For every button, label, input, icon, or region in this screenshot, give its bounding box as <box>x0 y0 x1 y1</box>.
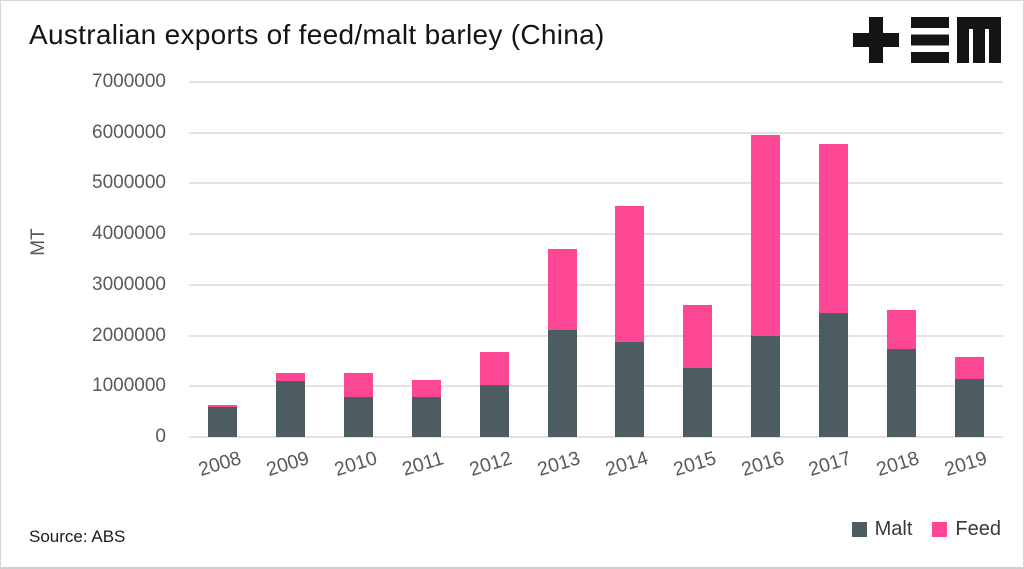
bar-segment-feed-2010 <box>344 373 374 398</box>
gridline-4000000 <box>189 233 1003 236</box>
x-tick-label-2012: 2012 <box>467 447 516 481</box>
y-tick-label-6000000: 6000000 <box>92 121 166 143</box>
x-tick-label-2013: 2013 <box>534 447 583 481</box>
bar-segment-malt-2018 <box>886 349 916 437</box>
bar-2017 <box>818 144 848 437</box>
x-tick-label-2008: 2008 <box>195 447 244 481</box>
bar-segment-feed-2008 <box>208 405 238 408</box>
bar-2015 <box>683 304 713 437</box>
x-tick-label-2017: 2017 <box>806 447 855 481</box>
bar-segment-feed-2018 <box>886 310 916 350</box>
bar-2010 <box>344 373 374 437</box>
gridline-6000000 <box>189 131 1003 134</box>
plot-area <box>189 81 1003 438</box>
bar-segment-feed-2015 <box>683 304 713 369</box>
bar-segment-feed-2017 <box>818 144 848 314</box>
bar-2008 <box>208 405 238 437</box>
gridline-5000000 <box>189 182 1003 185</box>
bar-segment-feed-2019 <box>954 356 984 380</box>
tem-logo <box>853 17 1001 63</box>
x-tick-label-2015: 2015 <box>670 447 719 481</box>
bar-2018 <box>886 310 916 437</box>
tem-logo-glyphs <box>853 17 1001 63</box>
legend: Malt Feed <box>851 518 1001 541</box>
legend-swatch-malt <box>851 522 867 537</box>
x-tick-label-2011: 2011 <box>400 447 447 481</box>
x-tick-label-2018: 2018 <box>874 447 923 481</box>
gridline-3000000 <box>189 283 1003 286</box>
bar-2016 <box>751 135 781 437</box>
bar-segment-malt-2014 <box>615 342 645 437</box>
y-tick-label-2000000: 2000000 <box>92 324 166 346</box>
y-tick-label-0: 0 <box>155 426 166 447</box>
bar-2013 <box>547 249 577 437</box>
gridline-2000000 <box>189 334 1003 337</box>
bar-segment-malt-2011 <box>411 397 441 437</box>
y-tick-label-4000000: 4000000 <box>92 223 166 245</box>
bar-2019 <box>954 356 984 437</box>
gridline-7000000 <box>189 81 1003 83</box>
bar-segment-malt-2013 <box>547 329 577 437</box>
x-tick-label-2014: 2014 <box>602 447 651 481</box>
legend-label-malt: Malt <box>874 518 913 540</box>
logo-equals-icon <box>911 17 949 28</box>
x-tick-label-2019: 2019 <box>941 447 990 481</box>
bar-2012 <box>479 351 509 437</box>
bar-segment-malt-2016 <box>751 336 781 437</box>
y-tick-label-3000000: 3000000 <box>92 273 166 295</box>
bar-segment-malt-2017 <box>818 313 848 437</box>
gridline-1000000 <box>189 385 1003 388</box>
bar-segment-malt-2012 <box>479 385 509 437</box>
x-tick-label-2010: 2010 <box>331 447 380 481</box>
gridline-0 <box>189 436 1003 438</box>
legend-label-feed: Feed <box>955 518 1001 540</box>
bar-2009 <box>276 372 306 437</box>
bar-segment-feed-2014 <box>615 205 645 343</box>
legend-swatch-feed <box>932 522 948 537</box>
bar-segment-feed-2012 <box>479 351 509 386</box>
source-note: Source: ABS <box>29 527 126 546</box>
x-axis-tick-labels: 2008 2009 2010 2011 2012 2013 2014 2015 2016 2017… <box>189 437 1003 507</box>
y-axis-tick-labels: 0 1000000 2000000 3000000 4000000 5000000 6000… <box>1 72 166 447</box>
bar-segment-malt-2015 <box>683 368 713 437</box>
bar-segment-malt-2019 <box>954 379 984 437</box>
bar-segment-malt-2008 <box>208 407 238 437</box>
chart-title: Australian exports of feed/malt barley (… <box>29 19 605 50</box>
y-tick-label-1000000: 1000000 <box>92 375 166 397</box>
bar-segment-feed-2016 <box>751 135 781 337</box>
bar-2011 <box>411 379 441 437</box>
bar-segment-feed-2013 <box>547 249 577 330</box>
bar-segment-malt-2009 <box>276 380 306 437</box>
bar-segment-feed-2009 <box>276 372 306 381</box>
y-tick-label-7000000: 7000000 <box>92 71 166 92</box>
bar-2014 <box>615 205 645 437</box>
legend-item-malt: Malt <box>851 518 913 541</box>
x-tick-label-2009: 2009 <box>263 447 312 481</box>
bar-segment-feed-2011 <box>411 379 441 398</box>
y-tick-label-5000000: 5000000 <box>92 172 166 194</box>
legend-item-feed: Feed <box>932 518 1001 541</box>
bar-segment-malt-2010 <box>344 397 374 437</box>
x-tick-label-2016: 2016 <box>738 447 787 481</box>
